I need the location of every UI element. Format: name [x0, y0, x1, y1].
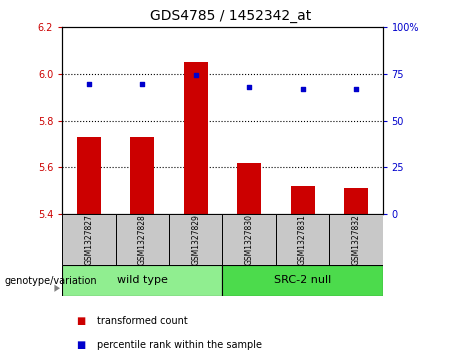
Bar — [223, 265, 383, 296]
Point — [245, 84, 253, 90]
Text: GSM1327827: GSM1327827 — [84, 214, 94, 265]
Point — [85, 82, 93, 87]
Bar — [77, 137, 101, 214]
Polygon shape — [54, 285, 60, 292]
Text: SRC-2 null: SRC-2 null — [274, 276, 331, 285]
Bar — [237, 163, 261, 214]
Text: genotype/variation: genotype/variation — [5, 276, 97, 286]
Text: ■: ■ — [76, 340, 85, 350]
Text: ■: ■ — [76, 316, 85, 326]
Bar — [290, 186, 314, 214]
Text: percentile rank within the sample: percentile rank within the sample — [97, 340, 262, 350]
Bar — [116, 214, 169, 265]
Text: GSM1327830: GSM1327830 — [245, 214, 254, 265]
Bar — [62, 214, 116, 265]
Bar — [223, 214, 276, 265]
Bar — [344, 188, 368, 214]
Point — [139, 82, 146, 87]
Point — [299, 86, 306, 92]
Point — [192, 72, 200, 78]
Bar — [184, 62, 208, 214]
Text: GSM1327829: GSM1327829 — [191, 214, 200, 265]
Text: GSM1327832: GSM1327832 — [351, 214, 361, 265]
Bar — [276, 214, 329, 265]
Text: transformed count: transformed count — [97, 316, 188, 326]
Bar — [169, 214, 222, 265]
Bar — [130, 137, 154, 214]
Text: GSM1327828: GSM1327828 — [138, 214, 147, 265]
Text: wild type: wild type — [117, 276, 168, 285]
Text: GDS4785 / 1452342_at: GDS4785 / 1452342_at — [150, 9, 311, 23]
Bar — [62, 265, 222, 296]
Point — [352, 86, 360, 92]
Bar — [329, 214, 383, 265]
Text: GSM1327831: GSM1327831 — [298, 214, 307, 265]
